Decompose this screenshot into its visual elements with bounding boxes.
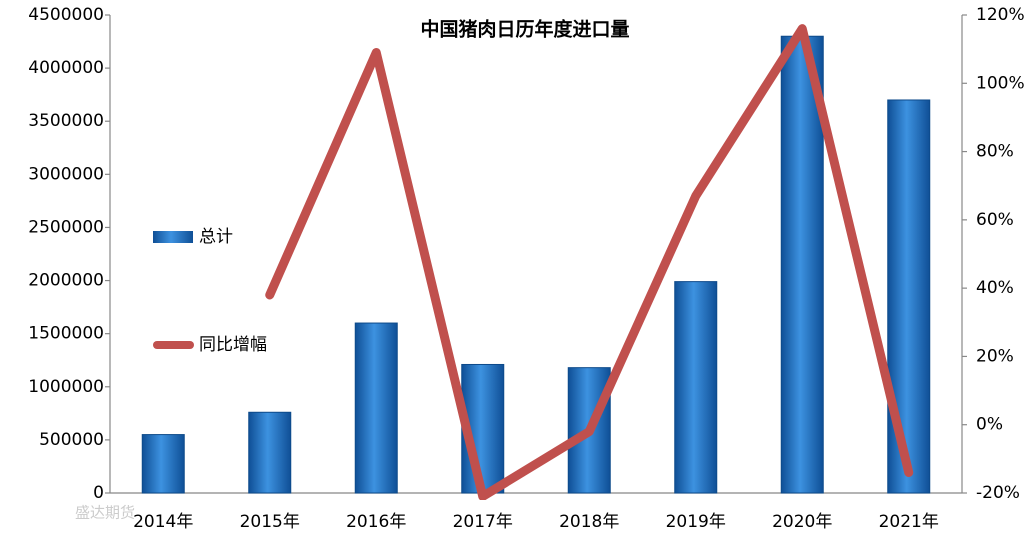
y-tick-label: 3500000	[28, 111, 104, 131]
y-tick-label: 1000000	[28, 377, 104, 397]
y-tick-label: 2000000	[28, 271, 104, 291]
y2-tick-label: 40%	[976, 278, 1014, 298]
y2-tick-label: 60%	[976, 210, 1014, 230]
x-tick-label: 2015年	[240, 512, 300, 532]
y-tick-label: 4000000	[28, 58, 104, 78]
x-tick-label: 2021年	[879, 512, 939, 532]
y-tick-label: 0	[93, 483, 104, 503]
y-tick-label: 1500000	[28, 324, 104, 344]
watermark: 盛达期货	[75, 504, 135, 522]
line	[265, 24, 914, 500]
bar	[141, 434, 185, 494]
chart-title: 中国猪肉日历年度进口量	[420, 18, 629, 41]
bar	[354, 322, 398, 494]
legend-label: 总计	[199, 227, 233, 247]
x-tick-label: 2018年	[559, 512, 619, 532]
y2-tick-label: 20%	[976, 346, 1014, 366]
x-tick-label: 2020年	[772, 512, 832, 532]
y2-tick-label: 0%	[976, 415, 1003, 435]
y2-tick-label: 80%	[976, 142, 1014, 162]
bar	[248, 411, 292, 494]
legend-swatch	[153, 231, 193, 243]
y2-tick-label: 120%	[976, 5, 1025, 25]
x-tick-label: 2019年	[666, 512, 726, 532]
y-tick-label: 500000	[39, 430, 104, 450]
y2-tick-label: -20%	[976, 483, 1020, 503]
y-tick-label: 2500000	[28, 217, 104, 237]
y-tick-label: 4500000	[28, 5, 104, 25]
y2-tick-label: 100%	[976, 73, 1025, 93]
y-tick-label: 3000000	[28, 164, 104, 184]
x-tick-label: 2014年	[133, 512, 193, 532]
bar	[674, 281, 718, 494]
legend-label: 同比增幅	[199, 335, 267, 355]
x-tick-label: 2017年	[453, 512, 513, 532]
bar	[887, 99, 931, 494]
x-tick-label: 2016年	[346, 512, 406, 532]
